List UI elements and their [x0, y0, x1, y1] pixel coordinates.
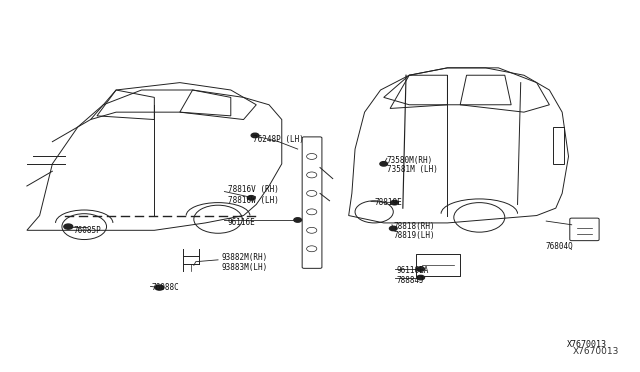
- Text: 76804Q: 76804Q: [545, 243, 573, 251]
- Text: 78819(LH): 78819(LH): [394, 231, 435, 240]
- Circle shape: [417, 275, 424, 280]
- Text: 76248P (LH): 76248P (LH): [253, 135, 304, 144]
- Text: X7670013: X7670013: [567, 340, 607, 349]
- Text: 93883M(LH): 93883M(LH): [221, 263, 268, 272]
- Circle shape: [390, 226, 397, 231]
- Text: 78819E: 78819E: [374, 198, 402, 207]
- Text: 93882M(RH): 93882M(RH): [221, 253, 268, 263]
- Text: X7670013: X7670013: [573, 347, 620, 356]
- Text: 76085P: 76085P: [74, 226, 101, 235]
- Text: 96116EA: 96116EA: [396, 266, 429, 275]
- Circle shape: [417, 267, 424, 271]
- Text: 73581M (LH): 73581M (LH): [387, 165, 438, 174]
- Text: 78818(RH): 78818(RH): [394, 222, 435, 231]
- Circle shape: [251, 133, 259, 138]
- Text: 78884J: 78884J: [396, 276, 424, 285]
- Text: 96116E: 96116E: [228, 218, 255, 227]
- Bar: [552, 127, 564, 164]
- Circle shape: [294, 218, 301, 222]
- Circle shape: [380, 161, 388, 166]
- Circle shape: [64, 224, 73, 229]
- Text: 78816V (RH): 78816V (RH): [228, 185, 278, 194]
- Text: 78816W (LH): 78816W (LH): [228, 196, 278, 205]
- Circle shape: [247, 196, 255, 200]
- Text: 73580M(RH): 73580M(RH): [387, 155, 433, 165]
- Circle shape: [155, 285, 164, 290]
- Circle shape: [391, 201, 398, 205]
- Text: 76088C: 76088C: [151, 283, 179, 292]
